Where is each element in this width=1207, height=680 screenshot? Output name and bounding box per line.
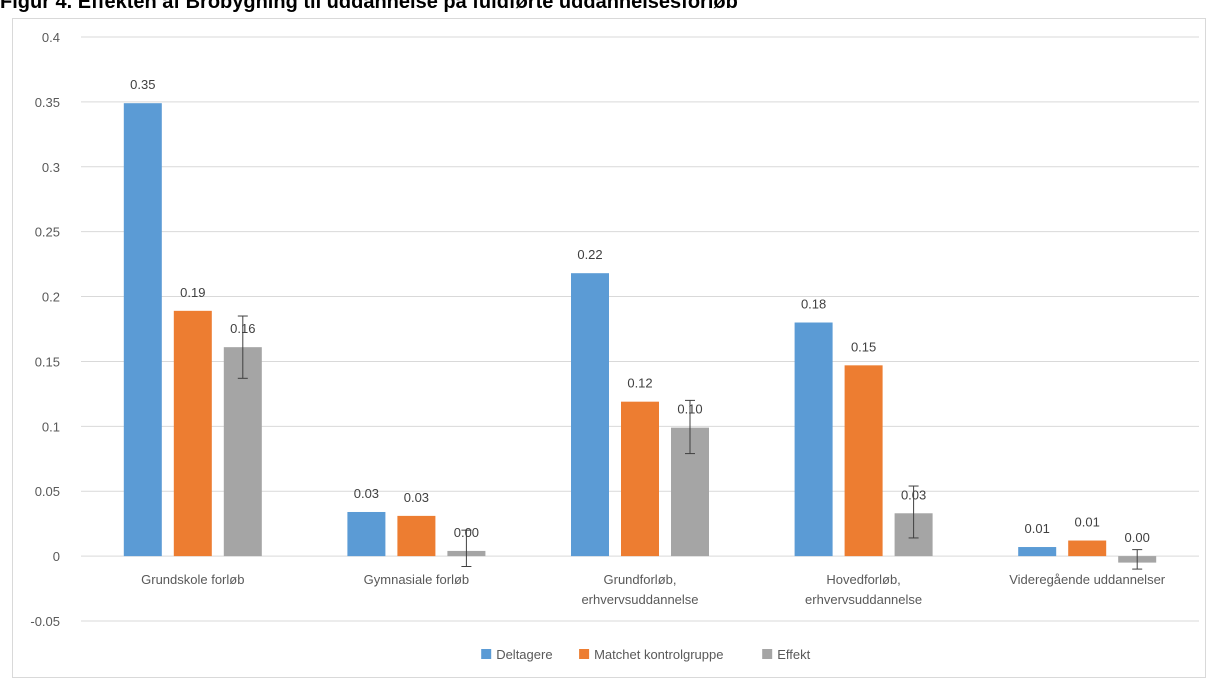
x-category-label: Grundskole forløb [141, 572, 244, 587]
x-category-label: Hovedforløb, [826, 572, 900, 587]
legend-swatch [762, 649, 773, 659]
data-label: 0.10 [677, 402, 702, 417]
x-category-label: Videregående uddannelser [1009, 572, 1166, 587]
x-axis-category-labels: Grundskole forløb Gymnasiale forløb Grundf… [141, 572, 1166, 607]
data-label: 0.22 [577, 247, 602, 262]
y-tick-label: 0.05 [35, 484, 60, 499]
data-label: 0.03 [901, 487, 926, 502]
data-label: 0.18 [801, 297, 826, 312]
legend-label: Effekt [777, 647, 810, 662]
bar [1018, 547, 1057, 557]
y-tick-label: 0.3 [42, 160, 60, 175]
y-tick-label: 0.2 [42, 290, 60, 305]
y-tick-label: 0 [53, 549, 60, 564]
data-label: 0.16 [230, 321, 255, 336]
data-label: 0.12 [627, 376, 652, 391]
bar [223, 347, 262, 557]
error-bars [237, 315, 1143, 570]
chart-title: Figur 4. Effekten af Brobygning til udda… [0, 0, 738, 13]
data-label: 0.03 [404, 490, 429, 505]
y-tick-label: 0.4 [42, 30, 60, 45]
data-labels: 0.35 0.19 0.16 0.03 0.03 0.00 0.22 0.12 0.10 0.18… [130, 77, 1150, 545]
y-axis-tick-labels: -0.05 0 0.05 0.1 0.15 0.2 0.25 0.3 0.35 0.4 [30, 30, 60, 629]
y-tick-label: 0.1 [42, 419, 60, 434]
data-label: 0.00 [454, 525, 479, 540]
legend-label: Deltagere [496, 647, 552, 662]
y-tick-label: 0.15 [35, 354, 60, 369]
x-category-label: erhvervsuddannelse [805, 592, 922, 607]
data-label: 0.35 [130, 77, 155, 92]
bars [123, 103, 1157, 563]
data-label: 0.15 [851, 339, 876, 354]
bar [347, 511, 386, 557]
bar [173, 310, 212, 557]
bar [571, 273, 609, 557]
bar [123, 103, 162, 557]
data-label: 0.19 [180, 285, 205, 300]
bar [1068, 540, 1107, 557]
data-label: 0.01 [1075, 515, 1100, 530]
x-category-label: Grundforløb, [604, 572, 677, 587]
bar [397, 515, 436, 557]
gridlines [81, 36, 1199, 622]
legend-label: Matchet kontrolgruppe [594, 647, 723, 662]
y-tick-label: -0.05 [30, 614, 60, 629]
x-category-label: Gymnasiale forløb [364, 572, 469, 587]
data-label: 0.01 [1025, 521, 1050, 536]
bar [844, 365, 883, 557]
bar [794, 322, 833, 557]
legend-swatch [481, 649, 492, 659]
y-tick-label: 0.35 [35, 95, 60, 110]
data-label: 0.00 [1125, 530, 1150, 545]
chart-area: -0.05 0 0.05 0.1 0.15 0.2 0.25 0.3 0.35 0.4 0.35 0… [12, 18, 1206, 678]
bar [621, 401, 659, 557]
data-label: 0.03 [354, 486, 379, 501]
y-tick-label: 0.25 [35, 225, 60, 240]
x-category-label: erhvervsuddannelse [581, 592, 698, 607]
legend: Deltagere Matchet kontrolgruppe Effekt [481, 647, 811, 662]
legend-swatch [579, 649, 590, 659]
